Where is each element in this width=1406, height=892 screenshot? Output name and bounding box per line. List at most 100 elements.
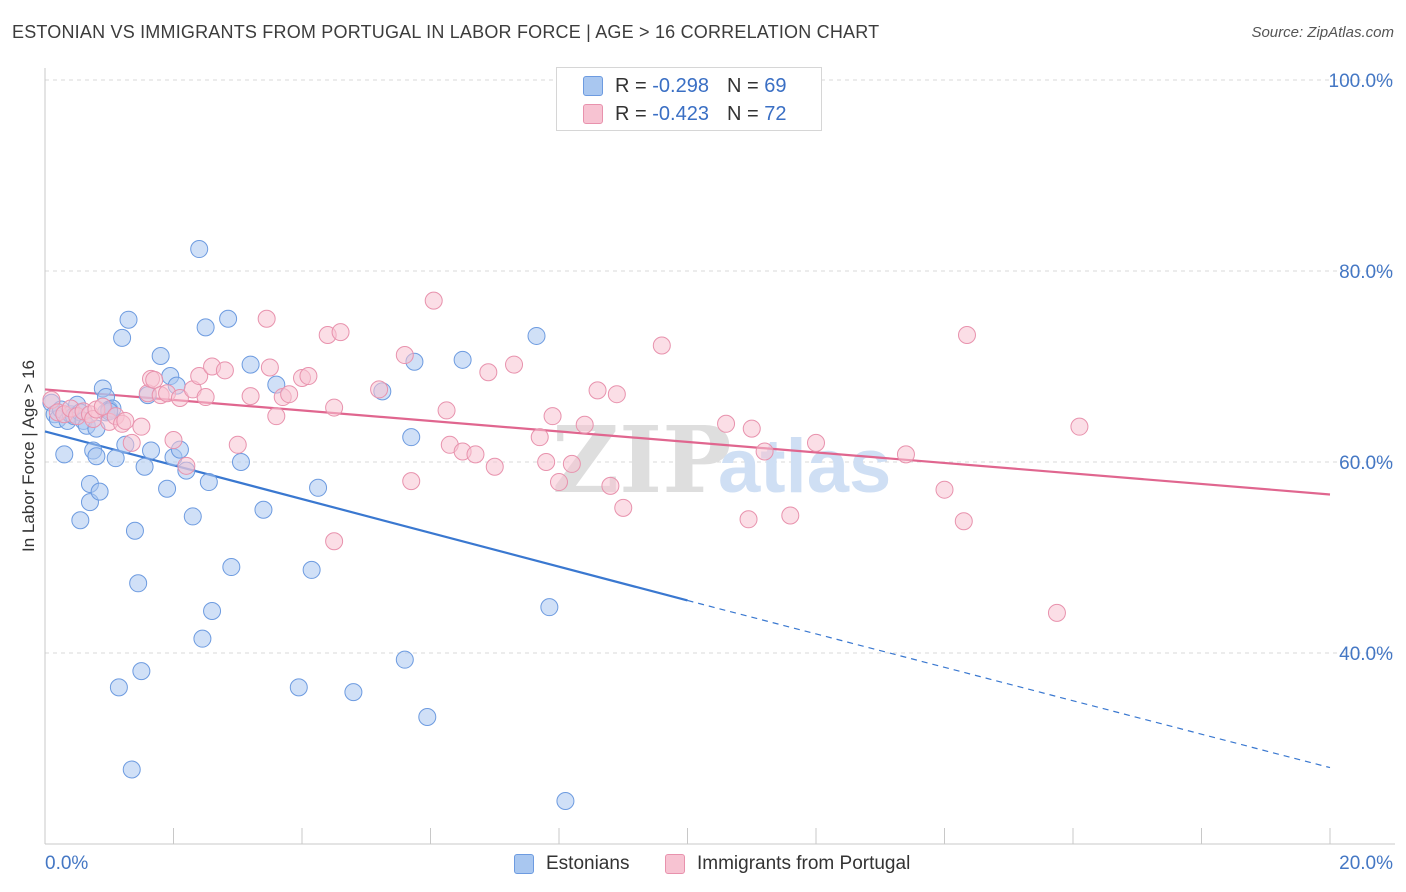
portugal-point	[755, 442, 774, 461]
estonian-point	[90, 482, 109, 501]
portugal-point	[437, 401, 456, 420]
portugal-point	[116, 411, 135, 430]
portugal-point	[530, 428, 549, 447]
portugal-point	[145, 370, 164, 389]
axes	[44, 68, 1395, 845]
portugal-point	[170, 389, 189, 408]
portugal-point	[652, 336, 671, 355]
estonian-point	[231, 453, 250, 471]
portugal-point	[424, 291, 443, 310]
estonian-point	[527, 326, 546, 345]
portugal-point	[781, 506, 800, 525]
x-tick-label: 20.0%	[1339, 853, 1393, 874]
legend-n-label: N =	[726, 74, 759, 97]
estonian-point	[190, 240, 209, 259]
bottom-legend-label: Estonians	[546, 853, 630, 874]
portugal-point	[575, 415, 594, 434]
source-label: Source: ZipAtlas.com	[1251, 24, 1394, 41]
estonian-point	[289, 678, 308, 697]
portugal-point	[190, 367, 209, 386]
portugal-point	[215, 361, 234, 380]
estonian-point	[113, 328, 132, 347]
portugal-point	[402, 472, 421, 491]
legend-r-label: R =	[615, 102, 647, 125]
estonian-point	[344, 683, 363, 702]
bottom-swatch-portugal	[665, 854, 685, 874]
legend-r-value: -0.423	[652, 102, 709, 125]
legend-row-portugal: R = -0.423 N = 72	[583, 103, 786, 125]
portugal-point	[537, 453, 556, 471]
portugal-point	[954, 512, 973, 531]
estonian-point	[119, 310, 138, 329]
portugal-point	[93, 397, 112, 416]
portugal-point	[370, 380, 389, 399]
portugal-point	[562, 454, 581, 473]
portugal-point	[325, 532, 344, 551]
portugal-point	[331, 323, 350, 342]
legend-n-value: 72	[764, 102, 787, 125]
estonian-point	[71, 511, 90, 530]
estonian-point	[109, 678, 128, 697]
portugal-point	[267, 407, 286, 426]
data-points	[42, 240, 1089, 811]
portugal-trend-line	[44, 388, 1331, 496]
portugal-point	[228, 435, 247, 454]
legend-n-label: N =	[726, 102, 759, 125]
portugal-point	[1047, 603, 1066, 622]
portugal-point	[485, 457, 504, 476]
portugal-point	[257, 309, 276, 328]
portugal-point	[280, 385, 299, 404]
portugal-point	[896, 445, 915, 464]
trend-lines	[44, 388, 1331, 769]
estonian-point	[222, 558, 241, 577]
x-tick-label: 0.0%	[45, 853, 88, 874]
estonian-point	[183, 507, 202, 526]
estonian-trend-extension	[687, 599, 1331, 769]
estonian-point	[106, 449, 125, 468]
portugal-point	[260, 358, 279, 377]
bottom-legend-estonians: Estonians	[514, 852, 629, 876]
y-tick-label: 60.0%	[1339, 453, 1393, 474]
estonian-point	[132, 662, 151, 681]
portugal-point	[241, 387, 260, 406]
estonian-point	[55, 445, 74, 464]
legend-r-value: -0.298	[652, 74, 709, 97]
legend-r-label: R =	[615, 74, 647, 97]
portugal-point	[807, 433, 825, 452]
estonian-point	[135, 457, 154, 476]
estonian-point	[309, 478, 328, 497]
chart-title: ESTONIAN VS IMMIGRANTS FROM PORTUGAL IN …	[12, 22, 880, 42]
portugal-point	[1070, 417, 1089, 436]
estonian-point	[203, 601, 222, 620]
portugal-point	[550, 473, 568, 492]
legend-n-value: 69	[764, 74, 787, 97]
estonian-point	[241, 355, 260, 374]
y-axis-label: In Labor Force | Age > 16	[19, 360, 38, 552]
portugal-point	[935, 480, 954, 499]
legend-swatch-estonians	[583, 76, 603, 96]
portugal-point	[505, 355, 524, 374]
y-tick-label: 100.0%	[1329, 71, 1394, 92]
estonian-point	[402, 428, 421, 447]
estonian-point	[395, 650, 414, 669]
bottom-legend-label: Immigrants from Portugal	[697, 853, 911, 874]
portugal-point	[607, 385, 626, 404]
portugal-point	[614, 498, 633, 517]
bottom-legend-portugal: Immigrants from Portugal	[665, 852, 910, 876]
portugal-point	[742, 419, 761, 438]
estonian-point	[540, 598, 559, 617]
estonian-point	[122, 760, 141, 779]
bottom-swatch-estonians	[514, 854, 534, 874]
estonian-point	[199, 473, 218, 492]
portugal-point	[543, 407, 562, 426]
estonian-point	[193, 629, 212, 648]
estonian-point	[142, 441, 161, 460]
estonian-point	[87, 447, 106, 466]
estonian-point	[219, 309, 238, 328]
estonian-point	[129, 574, 148, 593]
portugal-point	[717, 414, 736, 433]
portugal-point	[122, 433, 141, 452]
legend-swatch-portugal	[583, 104, 603, 124]
estonian-point	[556, 792, 575, 811]
estonian-point	[125, 521, 144, 540]
